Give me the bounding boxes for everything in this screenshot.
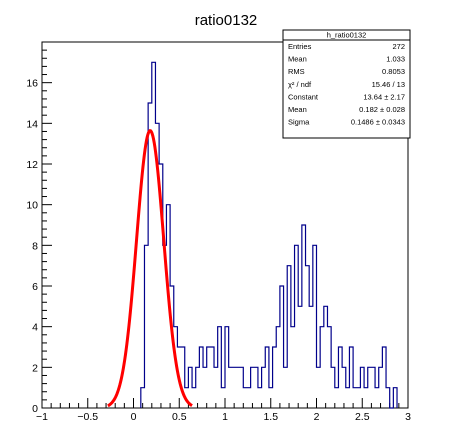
y-tick-label: 6 (32, 281, 38, 293)
x-tick-label: −0.5 (77, 411, 98, 423)
x-tick-label: 0.5 (172, 411, 187, 423)
stats-row-label: Mean (288, 55, 307, 64)
histogram-line (140, 61, 398, 409)
stats-box: h_ratio0132 Entries 272 Mean 1.033 RMS 0.8053… (282, 29, 411, 139)
x-tick-label: 0 (131, 411, 137, 423)
stats-row-label: Entries (288, 42, 312, 51)
stats-row-value: 0.182 ± 0.028 (359, 105, 405, 114)
y-tick-label: 0 (32, 403, 38, 415)
x-tick-label: 3 (405, 411, 411, 423)
y-tick-label: 2 (32, 362, 38, 374)
stats-row-label: Sigma (288, 118, 310, 127)
stats-row-value: 0.8053 (382, 67, 405, 76)
stats-box-frame (282, 29, 411, 139)
y-tick-label: 16 (26, 78, 38, 90)
stats-row-value: 1.033 (386, 55, 405, 64)
x-tick-label: 1 (222, 411, 228, 423)
axis-ticks (41, 49, 409, 409)
stats-box-header: h_ratio0132 (327, 31, 367, 40)
stats-row-value: 15.46 / 13 (372, 80, 405, 89)
y-tick-label: 10 (26, 200, 38, 212)
stats-row-value: 0.1486 ± 0.0343 (351, 118, 405, 127)
y-tick-label: 12 (26, 159, 38, 171)
gaussian-fit-curve (107, 129, 193, 408)
stats-row-value: 13.64 ± 2.17 (363, 92, 405, 101)
y-tick-label: 4 (32, 322, 38, 334)
y-tick-label: 14 (26, 118, 38, 130)
x-tick-label: 2.5 (355, 411, 370, 423)
x-tick-label: 2 (314, 411, 320, 423)
stats-box-rows: Entries 272 Mean 1.033 RMS 0.8053 χ² / ndf 15.4… (288, 42, 405, 127)
x-tick-label: 1.5 (263, 411, 278, 423)
x-tick-label: −1 (36, 411, 48, 423)
axis-tick-labels: −1 −0.5 0 0.5 1 1.5 2 2.5 3 0 2 4 6 8 10 12 14 16 (26, 78, 411, 423)
stats-row-label: RMS (288, 67, 305, 76)
stats-row-value: 272 (392, 42, 405, 51)
chart-title: ratio0132 (195, 12, 258, 29)
stats-row-label: χ² / ndf (288, 80, 312, 89)
stats-row-label: Mean (288, 105, 307, 114)
stats-row-label: Constant (288, 92, 319, 101)
y-tick-label: 8 (32, 240, 38, 252)
